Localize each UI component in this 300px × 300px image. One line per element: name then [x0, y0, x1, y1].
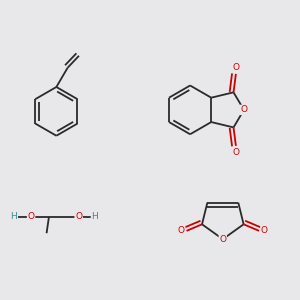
Text: H: H [92, 212, 98, 221]
Text: O: O [240, 105, 247, 114]
Text: O: O [178, 226, 185, 235]
Text: O: O [219, 235, 226, 244]
Text: O: O [261, 226, 268, 235]
Text: O: O [232, 148, 239, 157]
Text: O: O [75, 212, 82, 221]
Text: O: O [232, 63, 239, 72]
Text: H: H [10, 212, 17, 221]
Text: O: O [28, 212, 34, 221]
